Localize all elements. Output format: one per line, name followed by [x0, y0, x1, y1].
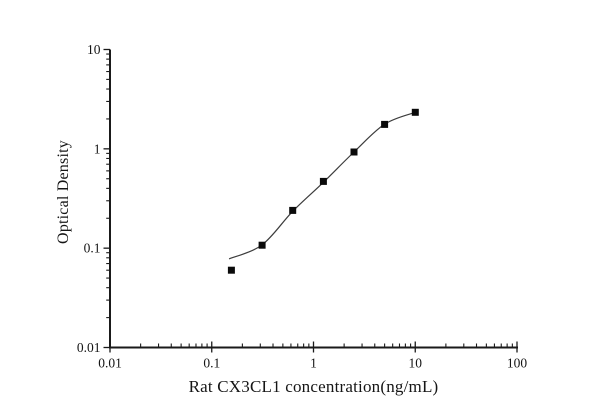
y-tick-label: 1 — [94, 141, 101, 156]
data-point-marker — [381, 120, 389, 128]
data-point-marker — [227, 266, 235, 274]
x-axis-title: Rat CX3CL1 concentration(ng/mL) — [188, 377, 439, 396]
x-tick-label: 10 — [409, 356, 423, 371]
x-tick-label: 0.01 — [98, 356, 122, 371]
fit-line — [228, 111, 416, 260]
y-tick-label: 10 — [87, 42, 101, 57]
data-point-marker — [411, 108, 419, 116]
data-point-marker — [289, 206, 297, 214]
y-tick-label: 0.1 — [84, 241, 101, 256]
x-tick-label: 1 — [310, 356, 317, 371]
data-point-marker — [319, 177, 327, 185]
y-tick-label: 0.01 — [77, 340, 101, 355]
x-tick-label: 100 — [507, 356, 528, 371]
data-point-marker — [258, 241, 266, 249]
data-point-marker — [350, 148, 358, 156]
x-tick-label: 0.1 — [203, 356, 220, 371]
